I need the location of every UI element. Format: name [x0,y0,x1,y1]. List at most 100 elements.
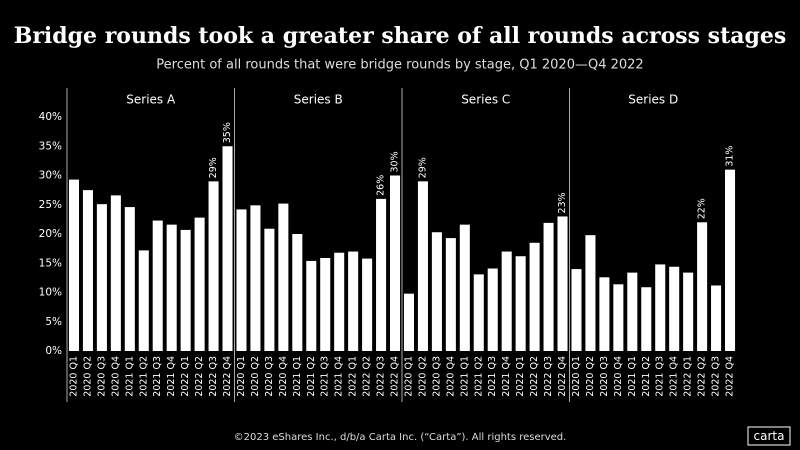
bar [389,175,401,351]
x-tick-label: 2022 Q4 [390,356,401,397]
x-tick-label: 2020 Q2 [250,356,261,397]
x-tick-label: 2020 Q4 [278,356,289,397]
bar [669,266,680,351]
bar [208,181,219,351]
x-tick-label: 2022 Q3 [376,356,387,397]
bar [613,284,624,351]
y-tick-label: 5% [45,316,62,328]
y-tick-label: 0% [45,345,62,357]
footer: ©2023 eShares Inc., d/b/a Carta Inc. (“C… [234,432,567,443]
x-tick-label: 2022 Q1 [515,356,526,397]
bar [362,258,373,351]
bar [445,238,456,351]
bar [68,179,80,351]
bar [599,277,610,351]
panel-title: Series D [628,93,678,107]
value-label: 29% [208,157,219,178]
x-tick-label: 2020 Q1 [403,356,414,397]
x-tick-label: 2020 Q2 [417,356,428,397]
x-tick-label: 2020 Q3 [264,356,275,397]
x-tick-label: 2021 Q4 [166,356,177,397]
bar [697,222,708,351]
x-tick-label: 2020 Q4 [445,356,456,397]
bar [320,257,331,351]
x-tick-label: 2021 Q4 [334,356,345,397]
bar [473,274,484,351]
value-label: 30% [390,151,401,172]
panel-title: Series A [126,93,176,107]
x-tick-label: 2020 Q4 [613,356,624,397]
bar [334,252,345,351]
x-tick-label: 2021 Q2 [138,356,149,397]
y-tick-label: 15% [39,257,62,269]
bar [711,285,722,351]
value-label: 29% [417,157,428,178]
y-tick-label: 25% [39,199,62,211]
bar [236,209,247,351]
x-tick-label: 2020 Q3 [96,356,107,397]
x-tick-label: 2020 Q1 [571,356,582,397]
bar [543,222,554,351]
value-label: 23% [557,192,568,213]
x-tick-label: 2020 Q4 [110,356,121,397]
x-tick-label: 2021 Q1 [459,356,470,397]
logo: carta [754,429,785,443]
bar [124,207,135,351]
x-tick-label: 2022 Q3 [208,356,219,397]
value-label: 22% [697,198,708,219]
x-tick-label: 2021 Q1 [124,356,135,397]
bar [627,272,638,351]
x-tick-label: 2020 Q3 [599,356,610,397]
x-tick-label: 2021 Q4 [669,356,680,397]
bar [376,198,387,351]
x-tick-label: 2021 Q3 [152,356,163,397]
x-tick-label: 2021 Q1 [292,356,303,397]
bar [724,169,736,351]
bar [417,181,428,351]
x-tick-label: 2022 Q1 [683,356,694,397]
bar [222,146,233,351]
value-label: 35% [222,122,233,143]
bar [515,256,526,351]
chart-subtitle: Percent of all rounds that were bridge r… [156,58,643,73]
panel-title: Series C [461,93,510,107]
y-tick-label: 35% [39,140,62,152]
x-tick-label: 2021 Q3 [487,356,498,397]
bar [250,205,261,351]
value-label: 31% [725,146,736,167]
bar [557,216,568,351]
x-tick-label: 2022 Q2 [194,356,205,397]
y-tick-label: 20% [39,228,62,240]
bar [403,293,415,351]
bar [138,250,149,351]
panel-title: Series B [294,93,343,107]
bar [180,229,191,351]
bar [264,228,275,351]
value-label: 26% [376,175,387,196]
x-tick-label: 2022 Q1 [348,356,359,397]
x-tick-label: 2021 Q2 [306,356,317,397]
bar [348,251,359,351]
x-tick-label: 2020 Q2 [585,356,596,397]
x-tick-label: 2022 Q1 [180,356,191,397]
x-tick-label: 2020 Q3 [431,356,442,397]
bar [487,268,498,351]
x-tick-label: 2022 Q2 [529,356,540,397]
x-tick-label: 2022 Q4 [725,356,736,397]
bar [292,234,303,351]
y-tick-label: 10% [39,287,62,299]
x-tick-label: 2022 Q2 [362,356,373,397]
y-tick-label: 40% [39,111,62,123]
x-tick-label: 2020 Q1 [68,356,79,397]
bar [529,242,540,351]
y-tick-label: 30% [39,170,62,182]
x-tick-label: 2021 Q2 [473,356,484,397]
bar [641,287,652,351]
logo-box [747,426,791,446]
bar [571,269,582,351]
x-tick-label: 2021 Q3 [320,356,331,397]
bar [166,224,177,351]
bar [96,204,107,351]
bar [683,272,694,351]
